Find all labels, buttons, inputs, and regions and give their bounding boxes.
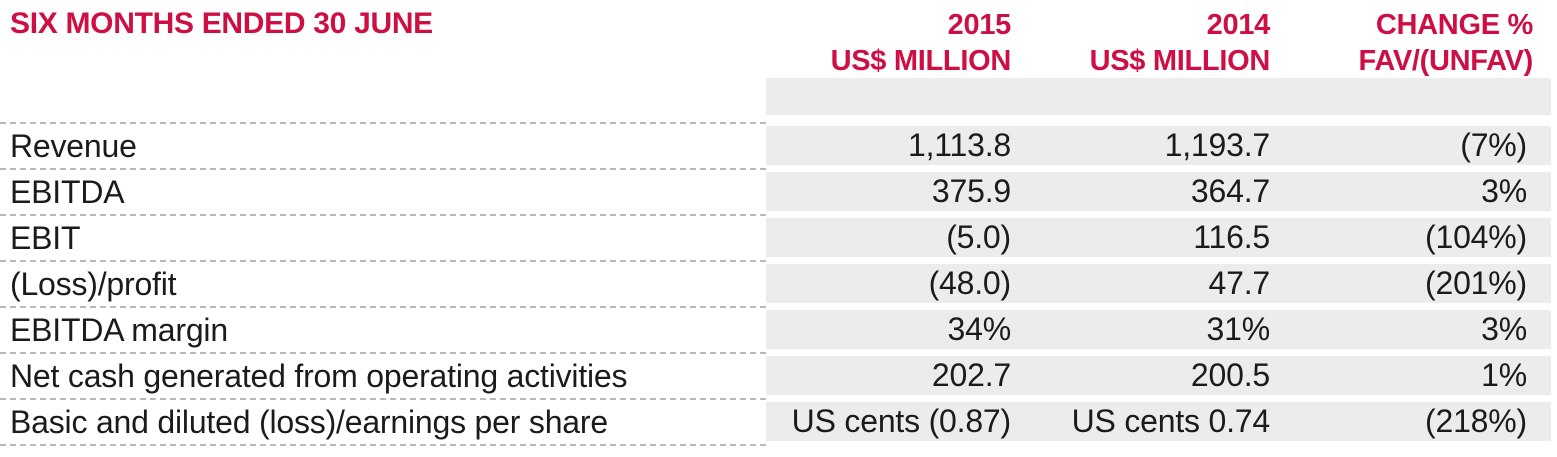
column-header-2014: 2014 US$ MILLION — [1011, 0, 1271, 78]
value-2015: US cents (0.87) — [791, 403, 1012, 439]
value-2015: 375.9 — [931, 173, 1011, 209]
row-label: Revenue — [0, 122, 766, 168]
column-header-2015: 2015 US$ MILLION — [766, 0, 1012, 78]
spacer-label-cell — [0, 78, 766, 122]
value-2014: 364.7 — [1190, 173, 1270, 209]
value-2014: 31% — [1206, 311, 1271, 347]
table-row: Revenue 1,113.8 1,193.7 (7%) — [0, 122, 1557, 168]
value-2015: 1,113.8 — [908, 127, 1011, 163]
row-label: (Loss)/profit — [0, 260, 766, 306]
table-row: Net cash generated from operating activi… — [0, 352, 1557, 398]
table-header-row: SIX MONTHS ENDED 30 JUNE 2015 US$ MILLIO… — [0, 0, 1557, 78]
row-label: EBITDA margin — [0, 306, 766, 352]
value-2015: (48.0) — [928, 265, 1012, 301]
value-2015: 34% — [947, 311, 1012, 347]
spacer-row — [0, 78, 1557, 122]
value-2014: US cents 0.74 — [1071, 403, 1271, 439]
table-row: Basic and diluted (loss)/earnings per sh… — [0, 398, 1557, 444]
row-label: Net cash generated from operating activi… — [0, 352, 766, 398]
row-values: 1,113.8 1,193.7 (7%) — [766, 122, 1557, 168]
column-header-2014-unit: US$ MILLION — [1089, 45, 1271, 77]
row-values: (48.0) 47.7 (201%) — [766, 260, 1557, 306]
value-2014: 200.5 — [1190, 357, 1270, 393]
column-header-change-line1: CHANGE % — [1375, 9, 1533, 41]
row-values: US cents (0.87) US cents 0.74 (218%) — [766, 398, 1557, 444]
page-title: SIX MONTHS ENDED 30 JUNE — [10, 7, 433, 40]
row-values: 375.9 364.7 3% — [766, 168, 1557, 214]
row-values: (5.0) 116.5 (104%) — [766, 214, 1557, 260]
row-values: 202.7 200.5 1% — [766, 352, 1557, 398]
value-2015: (5.0) — [946, 219, 1011, 255]
value-2015: 202.7 — [931, 357, 1011, 393]
value-2014: 47.7 — [1208, 265, 1271, 301]
column-header-change-line2: FAV/(UNFAV) — [1358, 45, 1534, 77]
row-label: EBIT — [0, 214, 766, 260]
row-label: Basic and diluted (loss)/earnings per sh… — [0, 398, 766, 444]
value-2014: 116.5 — [1193, 219, 1270, 255]
value-change: 3% — [1481, 173, 1527, 209]
value-change: (104%) — [1425, 219, 1527, 255]
value-change: (218%) — [1425, 403, 1527, 439]
column-header-change: CHANGE % FAV/(UNFAV) — [1270, 0, 1551, 78]
row-values: 34% 31% 3% — [766, 306, 1557, 352]
column-header-2015-year: 2015 — [947, 9, 1012, 41]
spacer-shaded-band — [766, 78, 1557, 122]
table-row: EBIT (5.0) 116.5 (104%) — [0, 214, 1557, 260]
title-cell: SIX MONTHS ENDED 30 JUNE — [0, 0, 766, 78]
value-change: 3% — [1481, 311, 1527, 347]
table-row: (Loss)/profit (48.0) 47.7 (201%) — [0, 260, 1557, 306]
value-change: 1% — [1481, 357, 1527, 393]
value-change: (7%) — [1460, 127, 1527, 163]
value-2014: 1,193.7 — [1164, 127, 1271, 163]
column-header-2014-year: 2014 — [1206, 9, 1271, 41]
table-row: EBITDA margin 34% 31% 3% — [0, 306, 1557, 352]
bottom-dashed-rule — [0, 444, 766, 446]
value-change: (201%) — [1425, 265, 1527, 301]
row-label: EBITDA — [0, 168, 766, 214]
table-row: EBITDA 375.9 364.7 3% — [0, 168, 1557, 214]
column-header-2015-unit: US$ MILLION — [830, 45, 1012, 77]
